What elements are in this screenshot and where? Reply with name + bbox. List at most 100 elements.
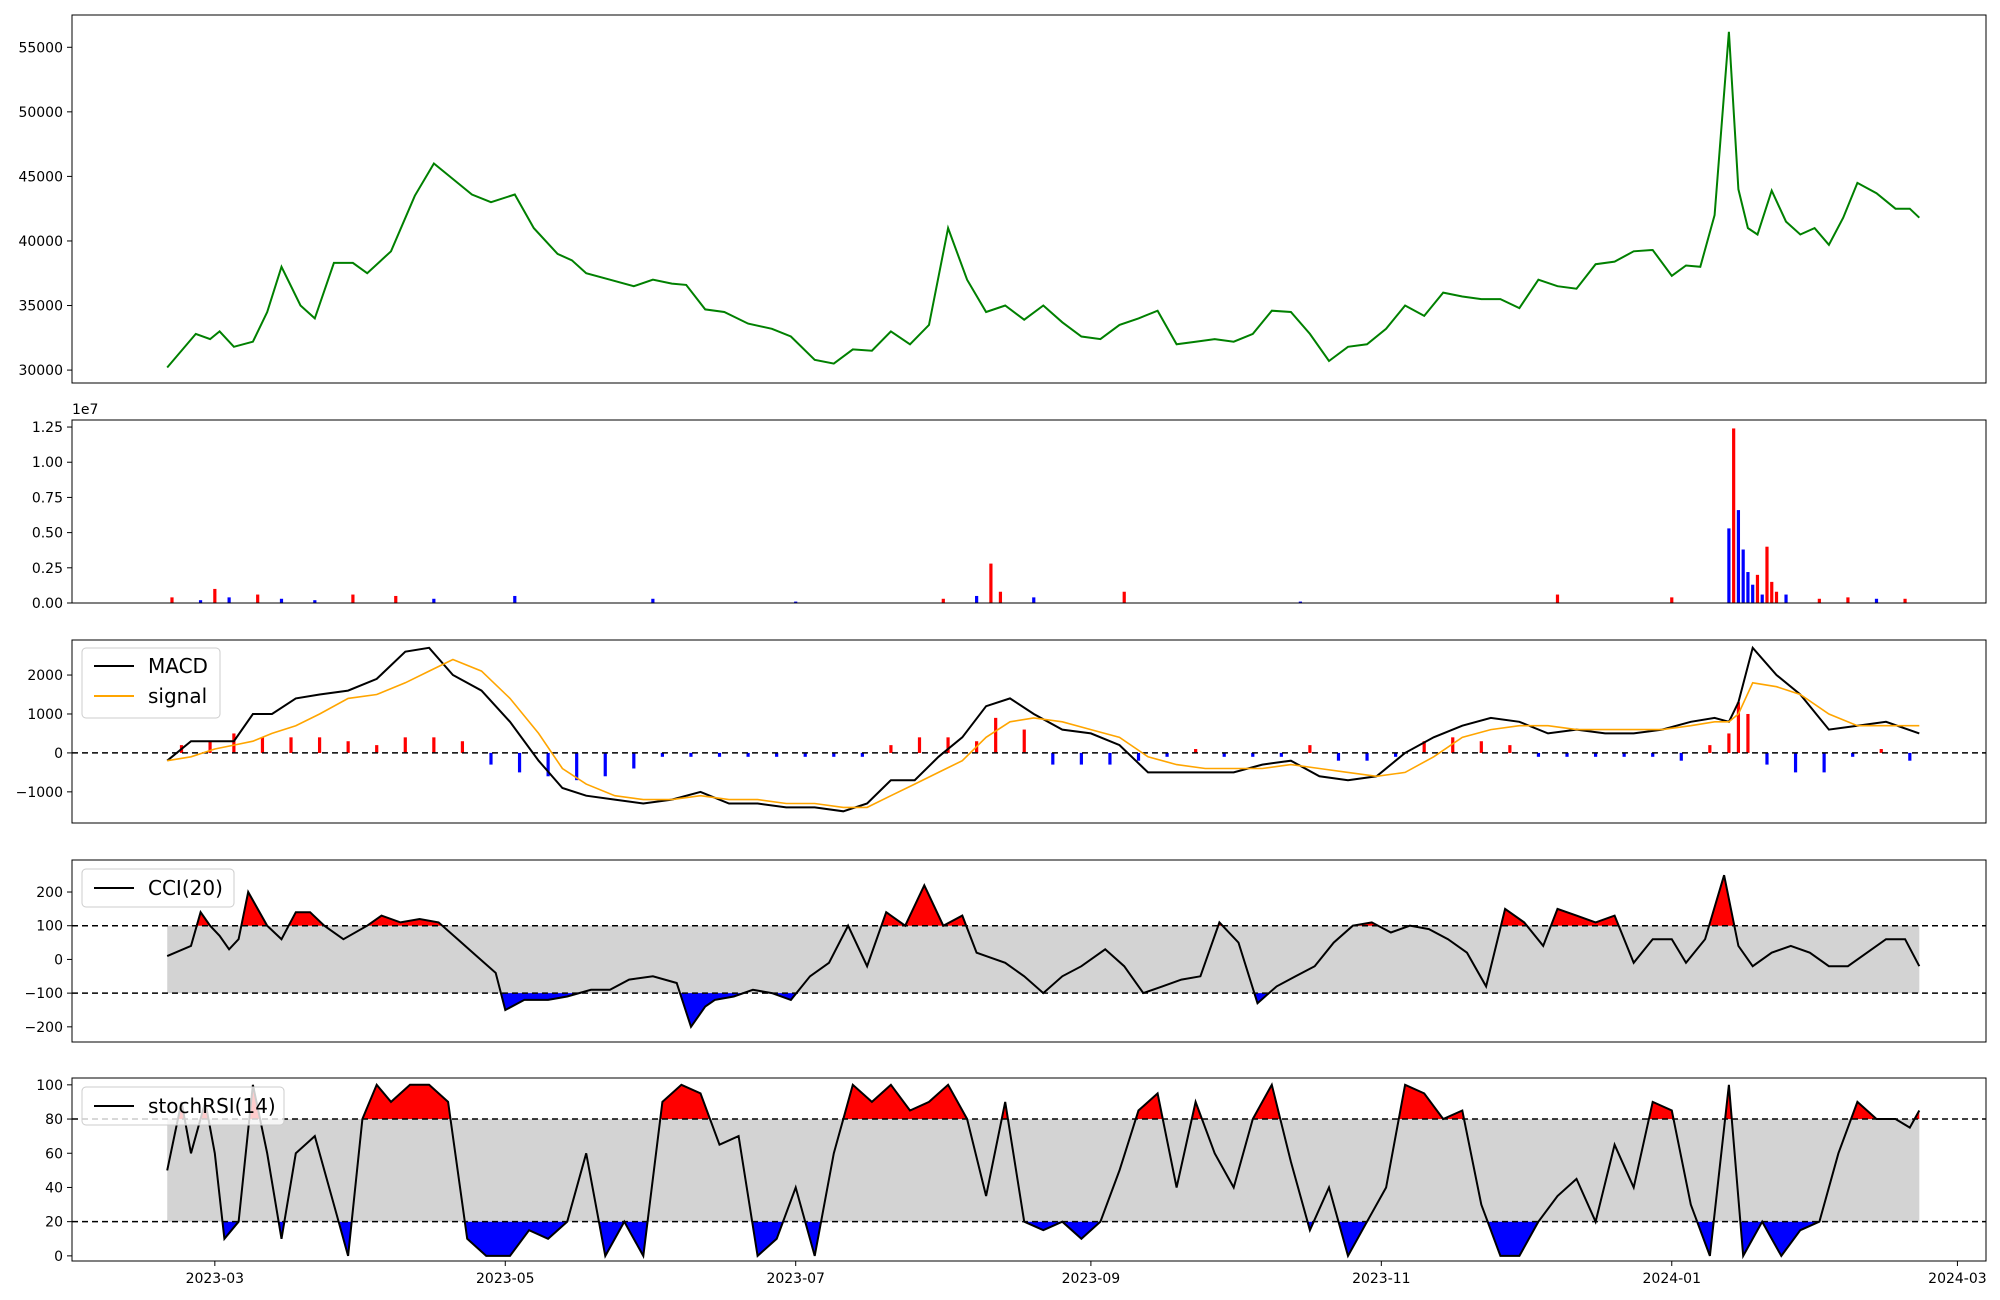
macd-histogram-bar [832,752,836,757]
volume-bar [394,595,398,603]
legend-label: CCI(20) [148,876,223,900]
overbought-fill [177,1084,1920,1119]
volume-bar [989,563,993,603]
price-line [166,31,1920,369]
macd-histogram-bar [208,741,212,753]
y-tick-label: 0.50 [32,526,63,542]
volume-bar [1746,572,1750,603]
price-panel: 30000 35000 40000 45000 50000 55000 [18,14,1987,384]
y-tick-label: 40000 [18,234,63,250]
macd-histogram-bar [232,733,236,753]
volume-bar [1122,591,1126,603]
volume-bar [198,600,203,603]
y-tick-label: −200 [25,1020,63,1036]
macd-histogram-bar [1394,752,1398,757]
volume-bar [1755,574,1760,603]
macd-histogram-bar [432,737,436,753]
y-tick-label: 20 [45,1215,63,1231]
macd-histogram-bar [1908,752,1912,761]
x-tick-label: 2023-11 [1352,1271,1411,1287]
neutral-band [167,1119,1920,1222]
macd-panel: −1000 0 1000 2000 MACD signal [16,639,1987,824]
axes-frame [71,859,1987,1043]
macd-histogram-bar [889,745,893,753]
volume-bar [1741,549,1745,603]
macd-histogram-bar [717,752,722,757]
y-tick-label: 35000 [18,299,63,315]
volume-bar [213,588,217,603]
signal-line [167,658,1920,809]
y-tick-label: 0.25 [32,561,63,577]
cci-legend: CCI(20) [81,868,235,908]
macd-histogram-bar [546,752,550,777]
macd-histogram-bar [375,745,379,753]
macd-histogram-bar [1679,752,1683,761]
macd-histogram-bar [775,752,779,757]
macd-histogram-bar [1793,752,1798,773]
macd-histogram-bar [1536,752,1541,757]
macd-histogram-bar [1479,741,1483,753]
macd-histogram-bar [1422,741,1426,753]
macd-histogram-bar [1727,733,1731,753]
macd-histogram-bar [346,741,350,753]
y-tick-label: 1.25 [32,420,63,436]
y-tick-label: 40 [45,1180,63,1196]
y-tick-label: 0.00 [32,596,63,612]
stochrsi-legend: stochRSI(14) [81,1086,285,1126]
macd-histogram-bar [917,737,922,753]
macd-histogram-bar [1508,745,1512,753]
volume-bar [941,598,945,603]
volume-bar [998,591,1003,603]
y-tick-label: 30000 [18,363,63,379]
macd-histogram-bar [632,752,636,769]
macd-histogram-bar [1651,752,1655,757]
macd-histogram-bar [1851,752,1855,757]
stochrsi-panel: 0 20 40 60 80 100 stochRSI(14) [36,1077,1987,1265]
axes-frame [71,419,1987,604]
y-tick-label: 0.75 [32,490,63,506]
x-tick-label: 2023-09 [1062,1271,1121,1287]
oversold-fill [222,1221,1820,1256]
x-tick-label: 2023-03 [186,1271,245,1287]
volume-panel: 0.00 0.25 0.50 0.75 1.00 1.25 1e7 [32,402,1987,612]
macd-histogram-bar [1708,745,1712,753]
y-tick-label: 55000 [18,40,63,56]
volume-bar [1751,584,1755,603]
macd-histogram-bar [1765,752,1769,765]
volume-bar [256,594,260,603]
y-tick-label: 1.00 [32,455,63,471]
y-tick-label: 0 [54,746,63,762]
y-tick-label: −1000 [16,785,63,801]
macd-histogram-bar [1593,752,1598,757]
volume-bar [351,594,355,603]
volume-bar [1670,597,1674,603]
macd-histogram-bar [1136,752,1141,761]
volume-bar [313,600,317,603]
legend-label: MACD [148,654,208,678]
cci-panel: −200 −100 0 100 200 CCI(20) [25,859,1987,1043]
legend-box [81,1086,285,1126]
volume-bar [794,601,798,603]
macd-histogram-bar [1308,745,1312,753]
volume-bar [1817,598,1821,603]
axes-frame [71,14,1987,384]
volume-bar [1032,597,1036,603]
axes-frame [71,1077,1987,1262]
legend-label: signal [148,684,207,708]
macd-histogram-bar [1079,752,1083,765]
x-tick-label: 2024-03 [1928,1271,1987,1287]
macd-histogram-bar [1251,752,1255,757]
volume-bar [1298,601,1302,603]
volume-bar [651,598,655,603]
macd-histogram-bar [1108,752,1112,765]
volume-bar [1770,581,1774,603]
y-tick-label: 100 [36,1078,63,1094]
macd-histogram-bar [1565,752,1569,757]
macd-histogram-bar [317,737,322,753]
macd-histogram-bar [660,752,664,757]
macd-histogram-bar [1051,752,1055,765]
x-tick-label: 2024-01 [1643,1271,1702,1287]
macd-histogram-bar [1022,729,1026,753]
volume-bar [1727,528,1731,603]
